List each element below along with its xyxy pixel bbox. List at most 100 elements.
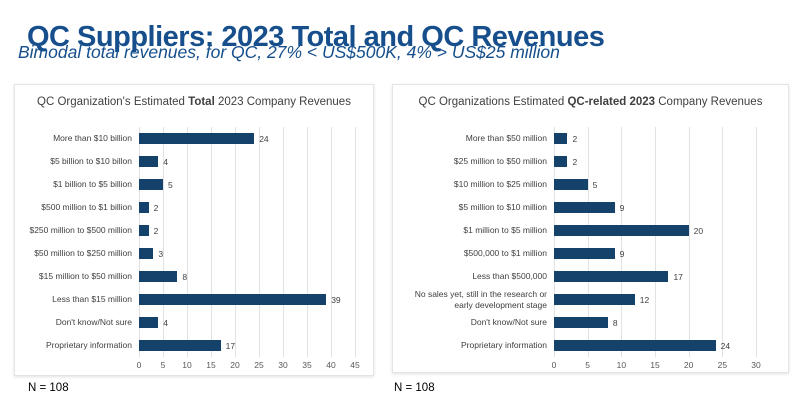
gridline [722,127,724,357]
value-label: 8 [612,317,618,328]
chart-row: 2 [554,150,756,173]
chart-panel-qc-related-revenues: QC Organizations Estimated QC-related 20… [392,84,789,373]
value-label: 20 [693,225,704,236]
chart-row: 20 [554,219,756,242]
bar [554,225,689,236]
category-label: $1 billion to $5 billion [53,179,132,190]
bar [554,271,669,282]
bar [554,317,608,328]
chart-row: 12 [554,288,756,311]
chart-row: 9 [554,242,756,265]
axis-tick-label: 45 [350,360,360,370]
gridline [235,127,236,357]
labels-col: More than $10 billion $5 billion to $10 b… [23,127,139,371]
category-label: $25 million to $50 million [453,156,547,167]
gridline [587,127,589,357]
chart-title-bold: QC-related 2023 [567,96,656,108]
value-label: 24 [259,133,269,144]
axis-tick-label: 10 [182,360,192,370]
value-label: 12 [639,294,650,305]
value-label: 5 [592,179,598,190]
bar [139,248,154,259]
category-label: More than $10 billion [53,133,132,144]
gridline [331,127,332,357]
gridline [655,127,656,357]
chart-title: QC Organizations Estimated QC-related 20… [401,95,780,123]
bar [139,133,255,144]
bar [139,317,159,328]
chart-row: 17 [554,265,756,288]
value-label: 5 [168,179,173,190]
chart-row: 9 [554,196,756,219]
axis-tick-label: 5 [585,360,591,370]
bar [554,248,615,259]
chart-row: 8 [139,265,355,288]
chart-row: 3 [139,242,355,265]
chart-title-prefix: QC Organizations Estimated [418,96,568,108]
bar [554,294,635,305]
chart-title-bold: Total [188,96,215,108]
bar [139,340,221,351]
bar [139,179,163,190]
value-label: 17 [673,271,683,282]
bar [139,225,149,236]
gridline [756,127,757,357]
value-label: 2 [572,133,578,144]
value-label: 17 [225,340,236,351]
bar [554,156,568,167]
category-label: Less than $15 million [52,294,132,305]
category-label: $5 million to $10 million [458,202,547,213]
chart-row: 4 [139,311,355,334]
chart-row: 4 [139,150,355,173]
value-label: 2 [572,156,578,167]
plot-col: 2 2 5 9 20 9 17 12 8 24 0 5 10 15 20 25 30 [551,127,780,371]
axis-ticks: 0 5 10 15 20 25 30 35 40 45 [136,357,360,371]
category-label: Proprietary information [461,340,547,351]
category-label: Less than $500,000 [472,271,547,282]
axis-tick-label: 20 [683,360,694,370]
chart-row: 39 [139,288,355,311]
axis-tick-label: 15 [206,360,216,370]
chart-row: 2 [554,127,756,150]
axis-ticks: 0 5 10 15 20 25 30 [551,357,761,371]
axis-tick-label: 5 [160,360,166,370]
category-label: $500 million to $1 billion [41,202,132,213]
chart-title-suffix: 2023 Company Revenues [214,96,351,108]
value-label: 9 [619,202,625,213]
page-subtitle: Bimodal total revenues, for QC, 27% < US… [18,42,560,62]
axis-tick-label: 35 [302,360,312,370]
gridline [187,127,188,357]
chart-panel-total-revenues: QC Organization's Estimated Total 2023 C… [14,84,374,376]
category-label: $1 million to $5 million [463,225,547,236]
chart-row: 2 [139,219,355,242]
gridline [355,127,356,357]
gridline [621,127,623,357]
value-label: 4 [163,156,168,167]
chart-row: 24 [554,334,756,357]
value-label: 2 [153,225,159,236]
sample-size-label-qc-related: N = 108 [394,382,435,394]
bar [139,156,159,167]
value-label: 4 [163,317,168,328]
bar [139,294,327,305]
category-label: $500,000 to $1 million [463,248,547,259]
axis-tick-label: 0 [551,360,557,370]
category-label: $50 million to $250 million [34,248,132,259]
axis-tick-label: 25 [254,360,264,370]
bar [139,202,149,213]
axis-tick-label: 0 [136,360,142,370]
chart-row: 8 [554,311,756,334]
gridline [554,127,555,357]
axis-tick-label: 40 [326,360,336,370]
chart-body: More than $10 billion $5 billion to $10 b… [23,127,365,371]
gridline [688,127,690,357]
category-label: No sales yet, still in the research or e… [414,289,547,310]
chart-title-prefix: QC Organization's Estimated [37,96,189,108]
chart-row: 17 [139,334,355,357]
chart-title-suffix: Company Revenues [655,96,763,108]
bar [554,179,588,190]
plot-rows: 24 4 5 2 2 3 8 39 4 17 [139,127,355,357]
category-label: Don't know/Not sure [55,317,132,328]
sample-size-label-total: N = 108 [28,382,69,394]
